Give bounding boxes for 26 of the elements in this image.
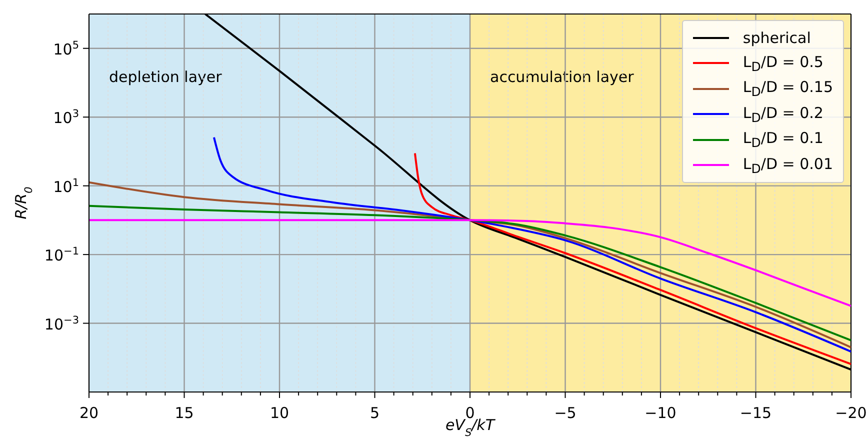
y-tick-label: 10$^{3}$ [53,108,79,128]
legend-label: L$_{D}$/D = 0.5 [742,52,824,74]
band-label: accumulation layer [490,68,635,86]
legend-label: L$_{D}$/D = 0.2 [742,104,824,125]
line-series [414,152,851,366]
legend-label: L$_{D}$/D = 0.01 [742,154,833,176]
x-tick-label: 10 [270,404,290,422]
x-tick-label: 20 [79,404,99,422]
legend-label: spherical [742,28,811,47]
legend-label: L$_{D}$/D = 0.15 [742,78,833,100]
band-label: depletion layer [109,68,223,86]
y-tick-label: 10$^{1}$ [53,176,79,196]
line-series [89,204,851,342]
line-series [89,181,851,348]
x-tick-label: −10 [644,404,676,422]
x-tick-label: −20 [835,404,867,422]
y-tick-label: 10$^{−1}$ [44,246,79,265]
line-series [89,219,851,307]
x-tick-label: 0 [465,404,475,422]
y-tick-label: 10$^{5}$ [53,39,79,58]
legend-label: L$_{D}$/D = 0.1 [742,129,824,150]
x-tick-label: 15 [174,404,194,422]
y-tick-label: 10$^{−3}$ [44,314,79,334]
x-tick-label: −5 [554,404,576,422]
x-tick-label: −15 [740,404,772,422]
x-tick-label: 5 [370,404,380,422]
